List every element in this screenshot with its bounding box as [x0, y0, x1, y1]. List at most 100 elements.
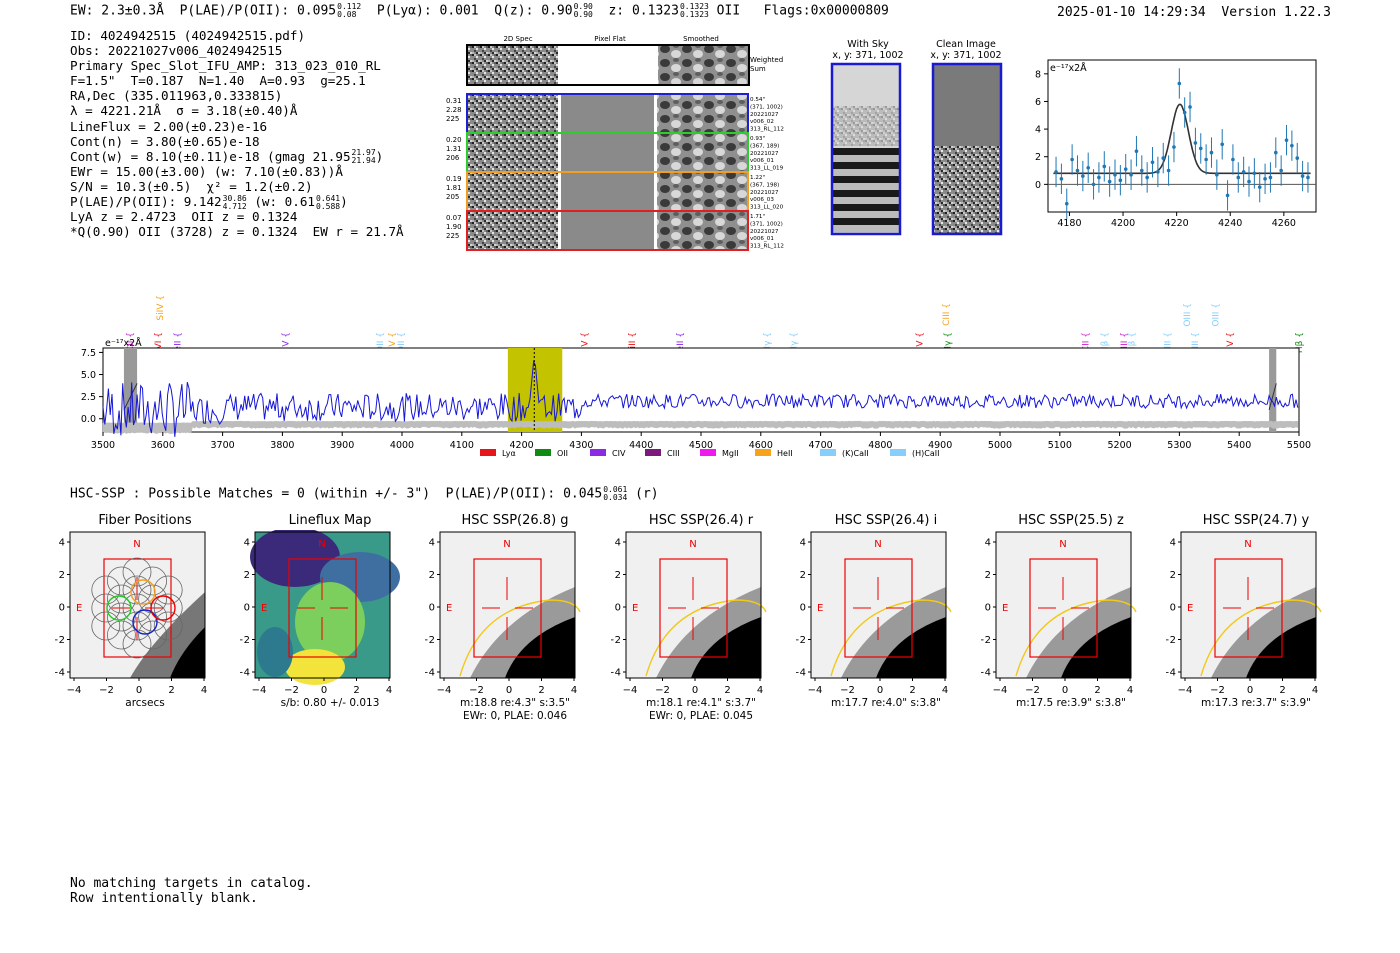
zoom-ytick-label: 6 [1035, 97, 1041, 108]
fiber-highlight [106, 595, 132, 621]
search-box [1029, 558, 1098, 658]
panel-ytick-label: 0 [615, 603, 621, 614]
fiber-circle [91, 593, 121, 623]
fiber-highlight [150, 595, 176, 621]
info-ewr: EWr = 15.00(±3.00) (w: 7.10(±0.83))Å [70, 163, 343, 179]
footer-line-1: No matching targets in catalog. [70, 876, 313, 891]
spectrum-xtick-label: 4700 [809, 440, 833, 451]
panel-ytick-label: 2 [800, 570, 806, 581]
footer-line-2: Row intentionally blank. [70, 891, 258, 906]
legend-swatch [590, 449, 606, 456]
aperture-ellipse [645, 599, 767, 677]
zoom-data-point [1102, 164, 1107, 169]
cutout-right-info: v006_01 [750, 158, 774, 164]
info-plae: P(LAE)/P(OII): 9.142 30.86 4.712 (w: 0.61 0… [70, 193, 348, 211]
cutout-right-info: 313_LL_019 [750, 166, 784, 172]
legend-label: Lyα [502, 449, 516, 458]
cutout-separator [654, 134, 657, 171]
hsc-panel-image: N E 4 2 0 −2 −4−4 −2 0 2 4 [425, 531, 581, 696]
zoom-xtick-label: 4180 [1057, 218, 1081, 229]
info-lambda: λ = 4221.21Å σ = 3.18(±0.40)Å [70, 103, 298, 119]
sky-band-dark [832, 176, 900, 183]
emission-line-marker: SiII { [628, 332, 638, 354]
panel-title: HSC SSP(24.7) y [1202, 513, 1310, 528]
summary-header: EW: 2.3±0.3Å P(LAE)/P(OII): 0.095 0.112 0.… [70, 3, 889, 19]
zoom-data-point [1064, 201, 1069, 206]
panel-xtick-label: −4 [1178, 685, 1193, 696]
zoom-data-point [1086, 165, 1090, 170]
spectrum-xtick-label: 5400 [1227, 440, 1251, 451]
panel-xtick-label: 4 [386, 685, 392, 696]
cutout-right-info: (367, 189) [750, 143, 779, 149]
weighted-pixelflat [558, 46, 658, 84]
panel-ytick-label: 4 [615, 538, 621, 549]
aperture-ellipse [830, 599, 952, 677]
panel-ytick-label: 2 [59, 570, 65, 581]
cutout-right-info: 20221027 [750, 229, 779, 235]
zoom-data-point [1118, 178, 1123, 183]
spectrum-xtick-label: 5100 [1048, 440, 1072, 451]
cutout-left-stat: 2.28 [446, 106, 462, 114]
compass-n: N [1059, 539, 1066, 550]
panel-xtick-label: 2 [1094, 685, 1100, 696]
panel-ytick-label: −4 [1166, 668, 1176, 679]
search-box [103, 558, 172, 658]
cutout-separator [654, 212, 657, 249]
legend-swatch [645, 449, 661, 456]
panel-xtick-label: −4 [993, 685, 1008, 696]
legend-swatch [820, 449, 836, 456]
panel-frame [995, 531, 1132, 679]
cutout-smoothed [657, 212, 748, 249]
legend-label: MgII [722, 449, 739, 458]
panel-ytick-label: 4 [244, 538, 250, 549]
zoom-data-point [1123, 167, 1128, 171]
spectrum-axes-frame [102, 347, 1300, 433]
panel-ytick-label: −4 [55, 668, 65, 679]
fiber-circle [122, 557, 152, 587]
zoom-data-point [1182, 110, 1187, 115]
hsc-panel-image: N E 4 2 0 −2 −4−4 −2 0 2 4 [981, 531, 1137, 696]
info-cont-w: Cont(w) = 8.10(±0.11)e-18 (gmag 21.95 21.… [70, 148, 384, 166]
zoom-data-point [1215, 172, 1219, 177]
cutout-right-info: 1.71" [750, 214, 765, 220]
cutout-right-info: v006_02 [750, 119, 774, 125]
zoom-data-point [1252, 171, 1257, 176]
panel-ytick-label: −4 [425, 668, 435, 679]
zoom-data-point [1172, 145, 1176, 149]
panel-xtick-label: 0 [1247, 685, 1253, 696]
header-plae: P(LAE)/P(OII): 0.095 [179, 3, 337, 19]
cutout-smoothed [657, 95, 748, 132]
zoom-data-point [1204, 157, 1208, 162]
zoom-line-plot: e⁻¹⁷x2Å 4180 4200 4220 4240 4260 0 2 4 6 8 [1035, 59, 1317, 229]
panel-ytick-label: −4 [611, 668, 621, 679]
panel-title: Lineflux Map [288, 513, 372, 528]
panel-xtick-label: 2 [353, 685, 359, 696]
weighted-label: Weighted [750, 56, 783, 64]
detection-info: ID: 4024942515 (4024942515.pdf) Obs: 202… [70, 28, 404, 239]
panel-xtick-label: −4 [808, 685, 823, 696]
col-label-smoothed: Smoothed [683, 35, 719, 43]
panel-ytick-label: −2 [981, 635, 991, 646]
emission-line-marker: Hβ { [1295, 332, 1305, 353]
panel-xtick-label: 0 [1062, 685, 1068, 696]
cutout-left-stat: 225 [446, 232, 459, 240]
zoom-data-point [1225, 193, 1230, 198]
zoom-data-point [1075, 168, 1080, 173]
panel-title: Fiber Positions [98, 513, 192, 528]
spectrum-ytick-label: 0.0 [81, 414, 96, 425]
sky-band-light [832, 197, 900, 204]
compass-n: N [503, 539, 510, 550]
panel-xtick-label: 2 [1279, 685, 1285, 696]
spectrum-ylabel: e⁻¹⁷x2Å [105, 337, 142, 349]
header-flags: Flags:0x00000809 [763, 3, 889, 19]
cutout-pixelflat [561, 134, 654, 171]
hsc-summary: HSC-SSP : Possible Matches = 0 (within +… [70, 485, 659, 502]
hsc-panel-image: N E 4 2 0 −2 −4−4 −2 0 2 4 [55, 531, 207, 696]
fiber-circle [122, 575, 152, 605]
spectra-cutouts: 2D Spec Pixel Flat Smoothed Weighted Sum… [446, 35, 784, 251]
emission-line-marker: OIII { [1211, 303, 1221, 327]
